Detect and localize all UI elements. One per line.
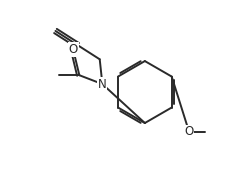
Text: O: O — [185, 125, 194, 138]
Text: N: N — [98, 78, 107, 91]
Text: O: O — [68, 43, 78, 56]
